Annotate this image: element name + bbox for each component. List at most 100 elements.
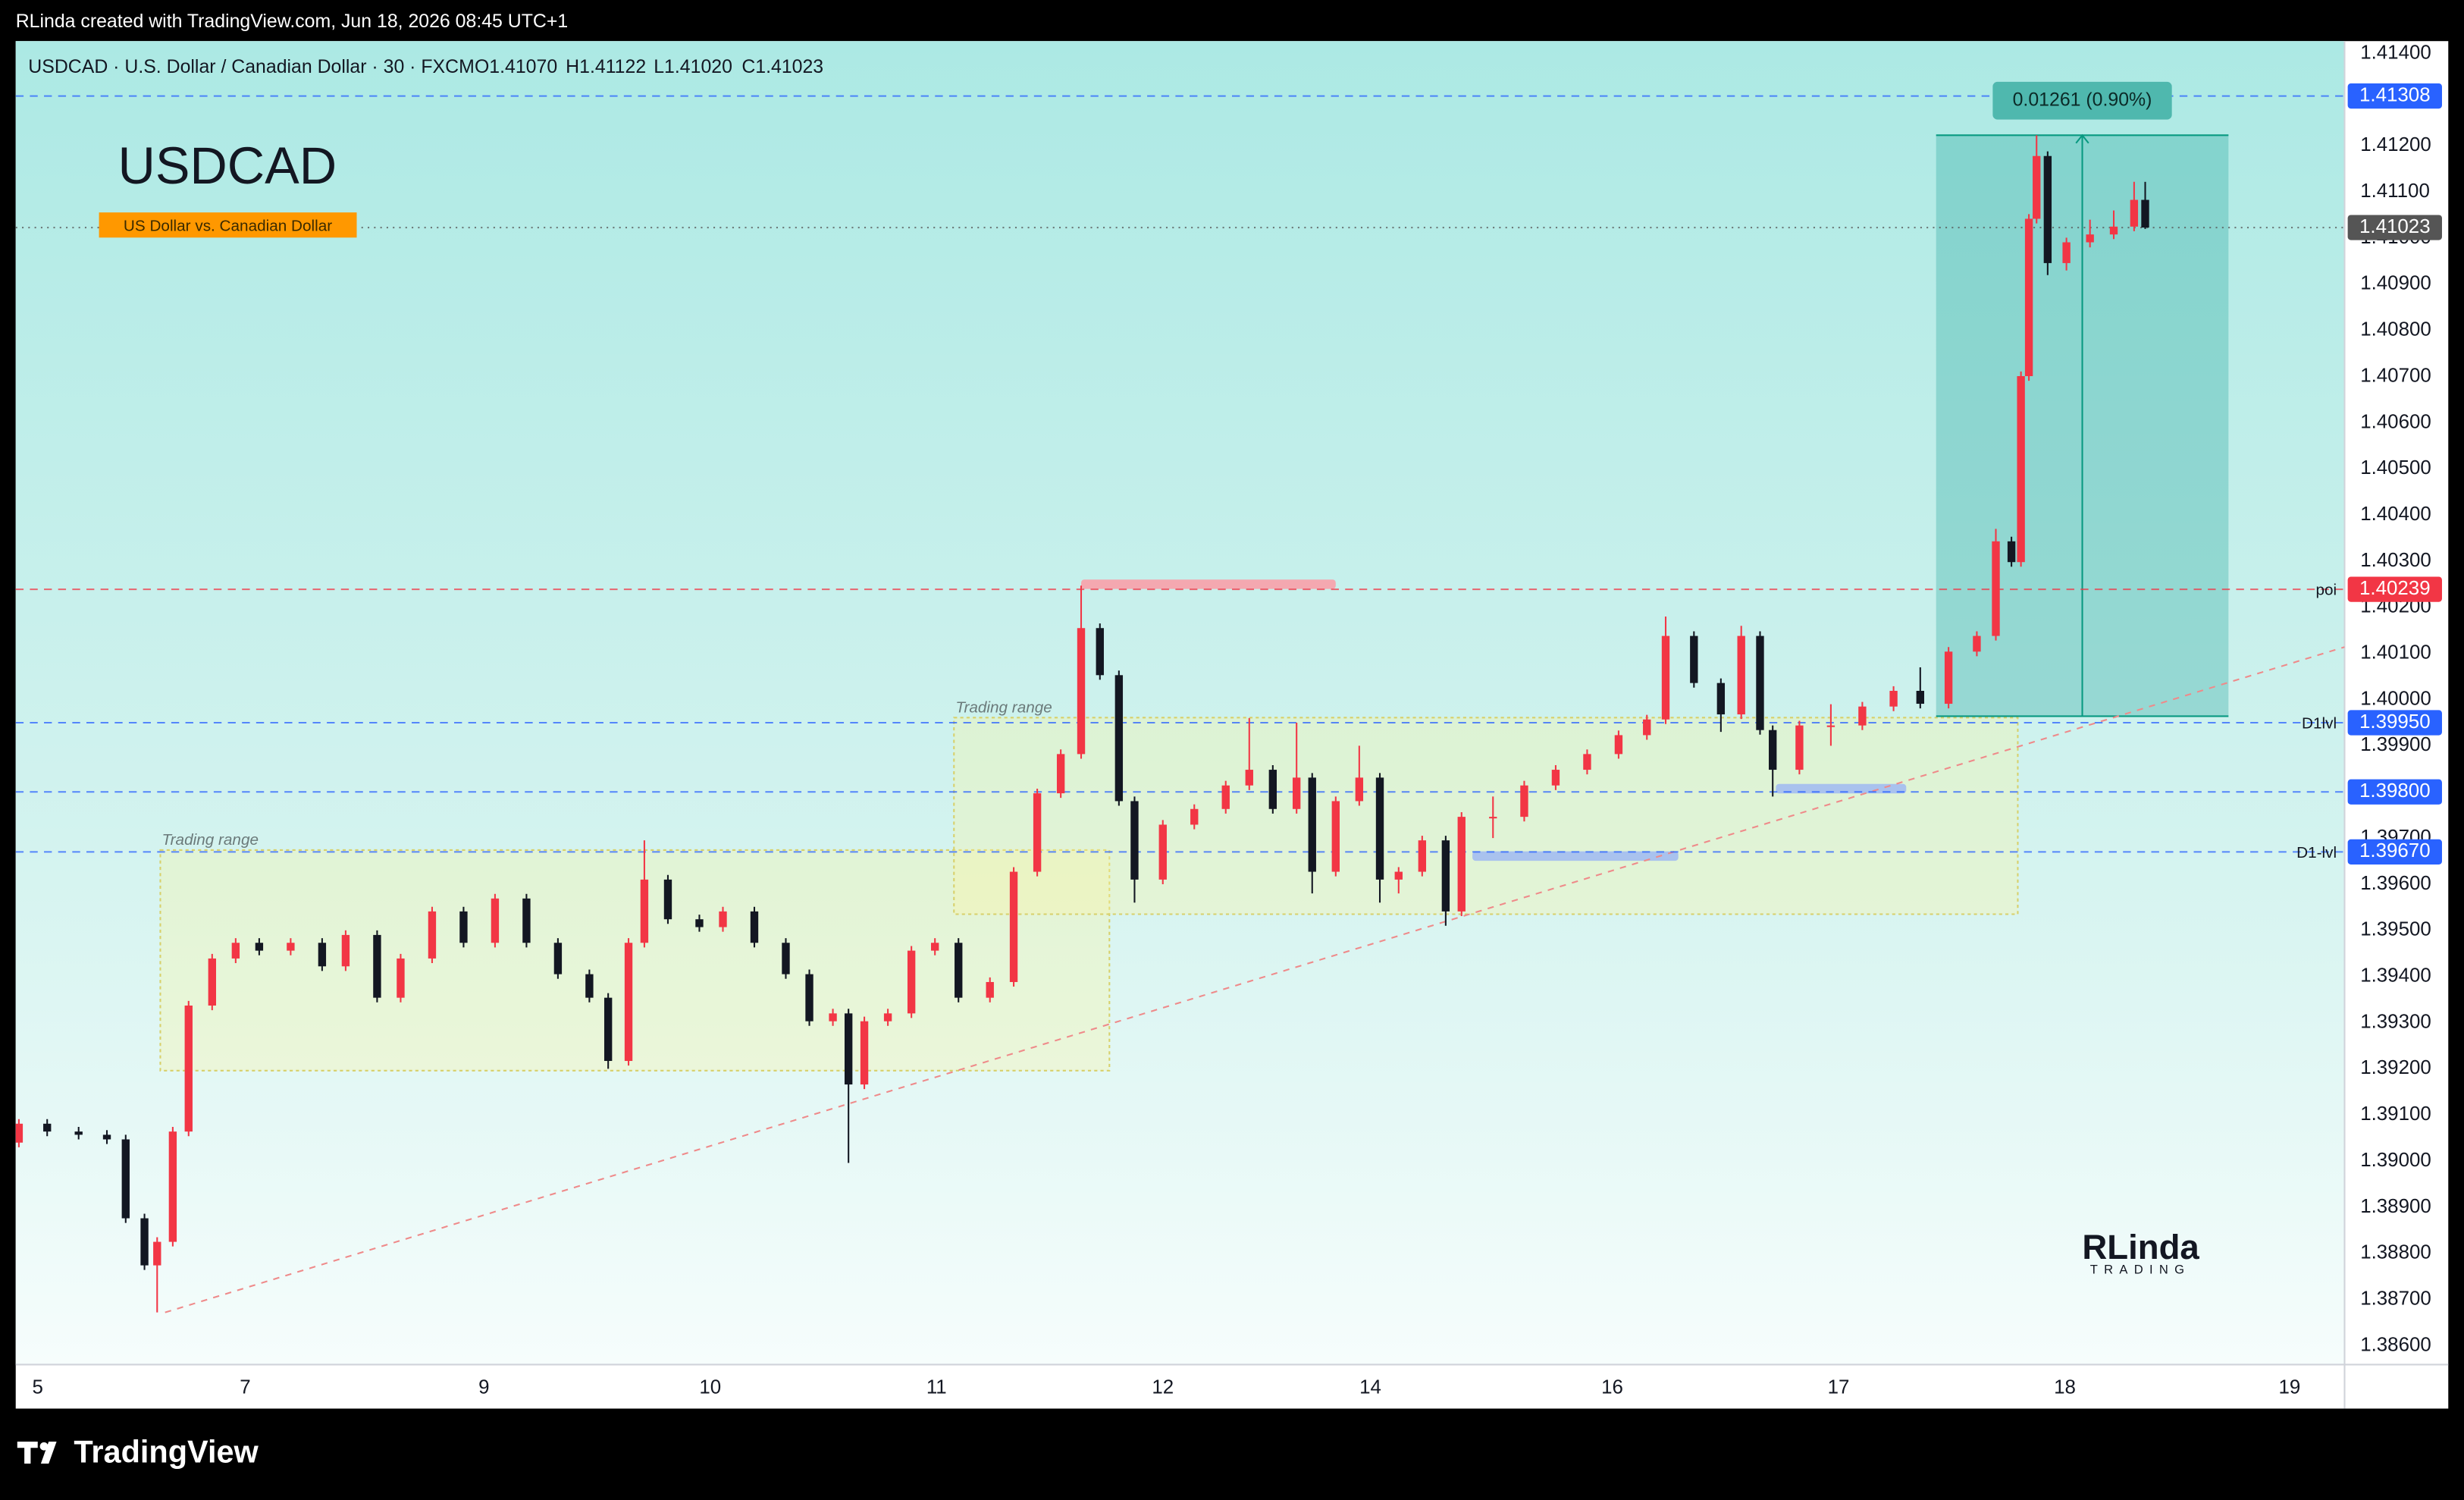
candle-body: [459, 911, 468, 943]
candle-body: [231, 943, 240, 959]
candle-body: [2017, 375, 2025, 563]
candle-body: [782, 943, 790, 974]
price-badge: [2347, 576, 2442, 602]
measure-arrow-head: [2075, 133, 2089, 144]
candle-body: [43, 1123, 52, 1132]
logo-dot: [39, 1442, 49, 1451]
overlay: O1.41070 H1.41122 L1.41020 C1.41023 1.41400 1…: [32, 42, 2442, 1398]
candle-body: [1756, 635, 1764, 730]
x-tick-label: 11: [926, 1376, 947, 1398]
price-badge: [2347, 710, 2442, 736]
candle-body: [1661, 635, 1670, 720]
candle-body: [955, 943, 963, 998]
candle-body: [1394, 871, 1403, 880]
x-tick-label: 7: [240, 1376, 250, 1398]
price-badge-label: 1.40239: [2359, 578, 2431, 599]
x-tick-label: 18: [2054, 1376, 2076, 1398]
y-tick-label: 1.38600: [2360, 1334, 2431, 1355]
price-badge: [2347, 215, 2442, 240]
logo-mark: [17, 1441, 38, 1464]
candle-body: [1690, 635, 1698, 683]
y-tick-label: 1.40800: [2360, 319, 2431, 340]
candle-body: [1130, 801, 1139, 880]
candle-body: [153, 1241, 161, 1266]
ohlc-legend: O1.41070: [475, 56, 557, 77]
price-badge: [2347, 83, 2442, 109]
candle-body: [2086, 234, 2094, 243]
candle-body: [907, 950, 916, 1014]
ohlc-legend: C1.41023: [741, 56, 823, 77]
x-tick-label: 16: [1601, 1376, 1623, 1398]
candle-body: [750, 911, 759, 943]
logo-slash: [40, 1441, 57, 1464]
candle-body: [1520, 785, 1528, 817]
y-tick-label: 1.40300: [2360, 550, 2431, 571]
candle-body: [883, 1013, 892, 1021]
box-label: Trading range: [162, 831, 259, 849]
trendline: [165, 646, 2345, 1313]
candle-body: [1418, 840, 1427, 872]
x-tick-label: 17: [1828, 1376, 1850, 1398]
y-tick-label: 1.39300: [2360, 1011, 2431, 1032]
candle-body: [1355, 777, 1364, 802]
y-tick-label: 1.41100: [2360, 180, 2430, 202]
candle-body: [1221, 785, 1230, 809]
x-tick-label: 5: [32, 1376, 42, 1398]
candle-body: [2024, 218, 2033, 376]
candle-body: [102, 1134, 111, 1140]
candle-body: [1614, 735, 1623, 755]
price-line-tag: poi: [2315, 582, 2337, 599]
plot-area: [15, 41, 2345, 1365]
candle-body: [640, 879, 649, 943]
candle-body: [1858, 706, 1867, 726]
candle-body: [1826, 725, 1835, 727]
candle-body: [1583, 754, 1591, 770]
measure-label-bg: [1992, 81, 2172, 120]
candle-body: [1158, 824, 1167, 880]
x-tick-label: 9: [478, 1376, 489, 1398]
candle-body: [1245, 770, 1253, 786]
candle-body: [1056, 754, 1065, 794]
x-tick-label: 14: [1359, 1376, 1381, 1398]
footer-logo: TradingView: [17, 1434, 259, 1470]
candle-body: [341, 934, 350, 967]
candle-body: [1457, 817, 1466, 912]
subtitle: US Dollar vs. Canadian Dollar: [124, 217, 332, 234]
candle-body: [318, 943, 327, 967]
candle-body: [1973, 635, 1981, 652]
x-tick-label: 10: [699, 1376, 721, 1398]
y-tick-label: 1.39000: [2360, 1150, 2431, 1171]
price-line-tag: D1lvl: [2302, 715, 2337, 733]
price-badge-label: 1.41308: [2359, 84, 2431, 105]
y-tick-label: 1.39600: [2360, 873, 2431, 894]
x-tick-label: 12: [1152, 1376, 1174, 1398]
candle-body: [585, 974, 594, 998]
box-label: Trading range: [955, 698, 1052, 716]
candle-body: [1716, 683, 1726, 715]
candle-body: [121, 1139, 130, 1219]
candle-body: [1769, 730, 1777, 770]
candle-body: [168, 1131, 177, 1242]
level-zone: [1472, 851, 1679, 861]
candle-body: [1889, 690, 1898, 707]
y-tick-label: 1.39500: [2360, 919, 2431, 940]
candle-body: [1292, 777, 1301, 809]
footer-brand: TradingView: [74, 1434, 259, 1470]
candle-body: [1190, 808, 1199, 825]
y-tick-label: 1.40600: [2360, 411, 2431, 432]
candle-body: [15, 1123, 24, 1143]
candle-body: [553, 943, 563, 974]
candle-body: [1737, 635, 1745, 715]
candles: [15, 135, 2149, 1313]
candle-body: [208, 958, 216, 1006]
y-tick-label: 1.39200: [2360, 1057, 2431, 1078]
y-tick-label: 1.39100: [2360, 1103, 2431, 1125]
ohlc-legend: H1.41122: [566, 56, 646, 77]
candle-body: [373, 934, 381, 998]
candle-body: [1331, 801, 1340, 872]
candle-body: [1441, 840, 1450, 912]
candle-body: [931, 943, 939, 951]
price-badge: [2347, 839, 2442, 865]
candle-body: [805, 974, 813, 1021]
subtitle-badge: [99, 212, 357, 238]
